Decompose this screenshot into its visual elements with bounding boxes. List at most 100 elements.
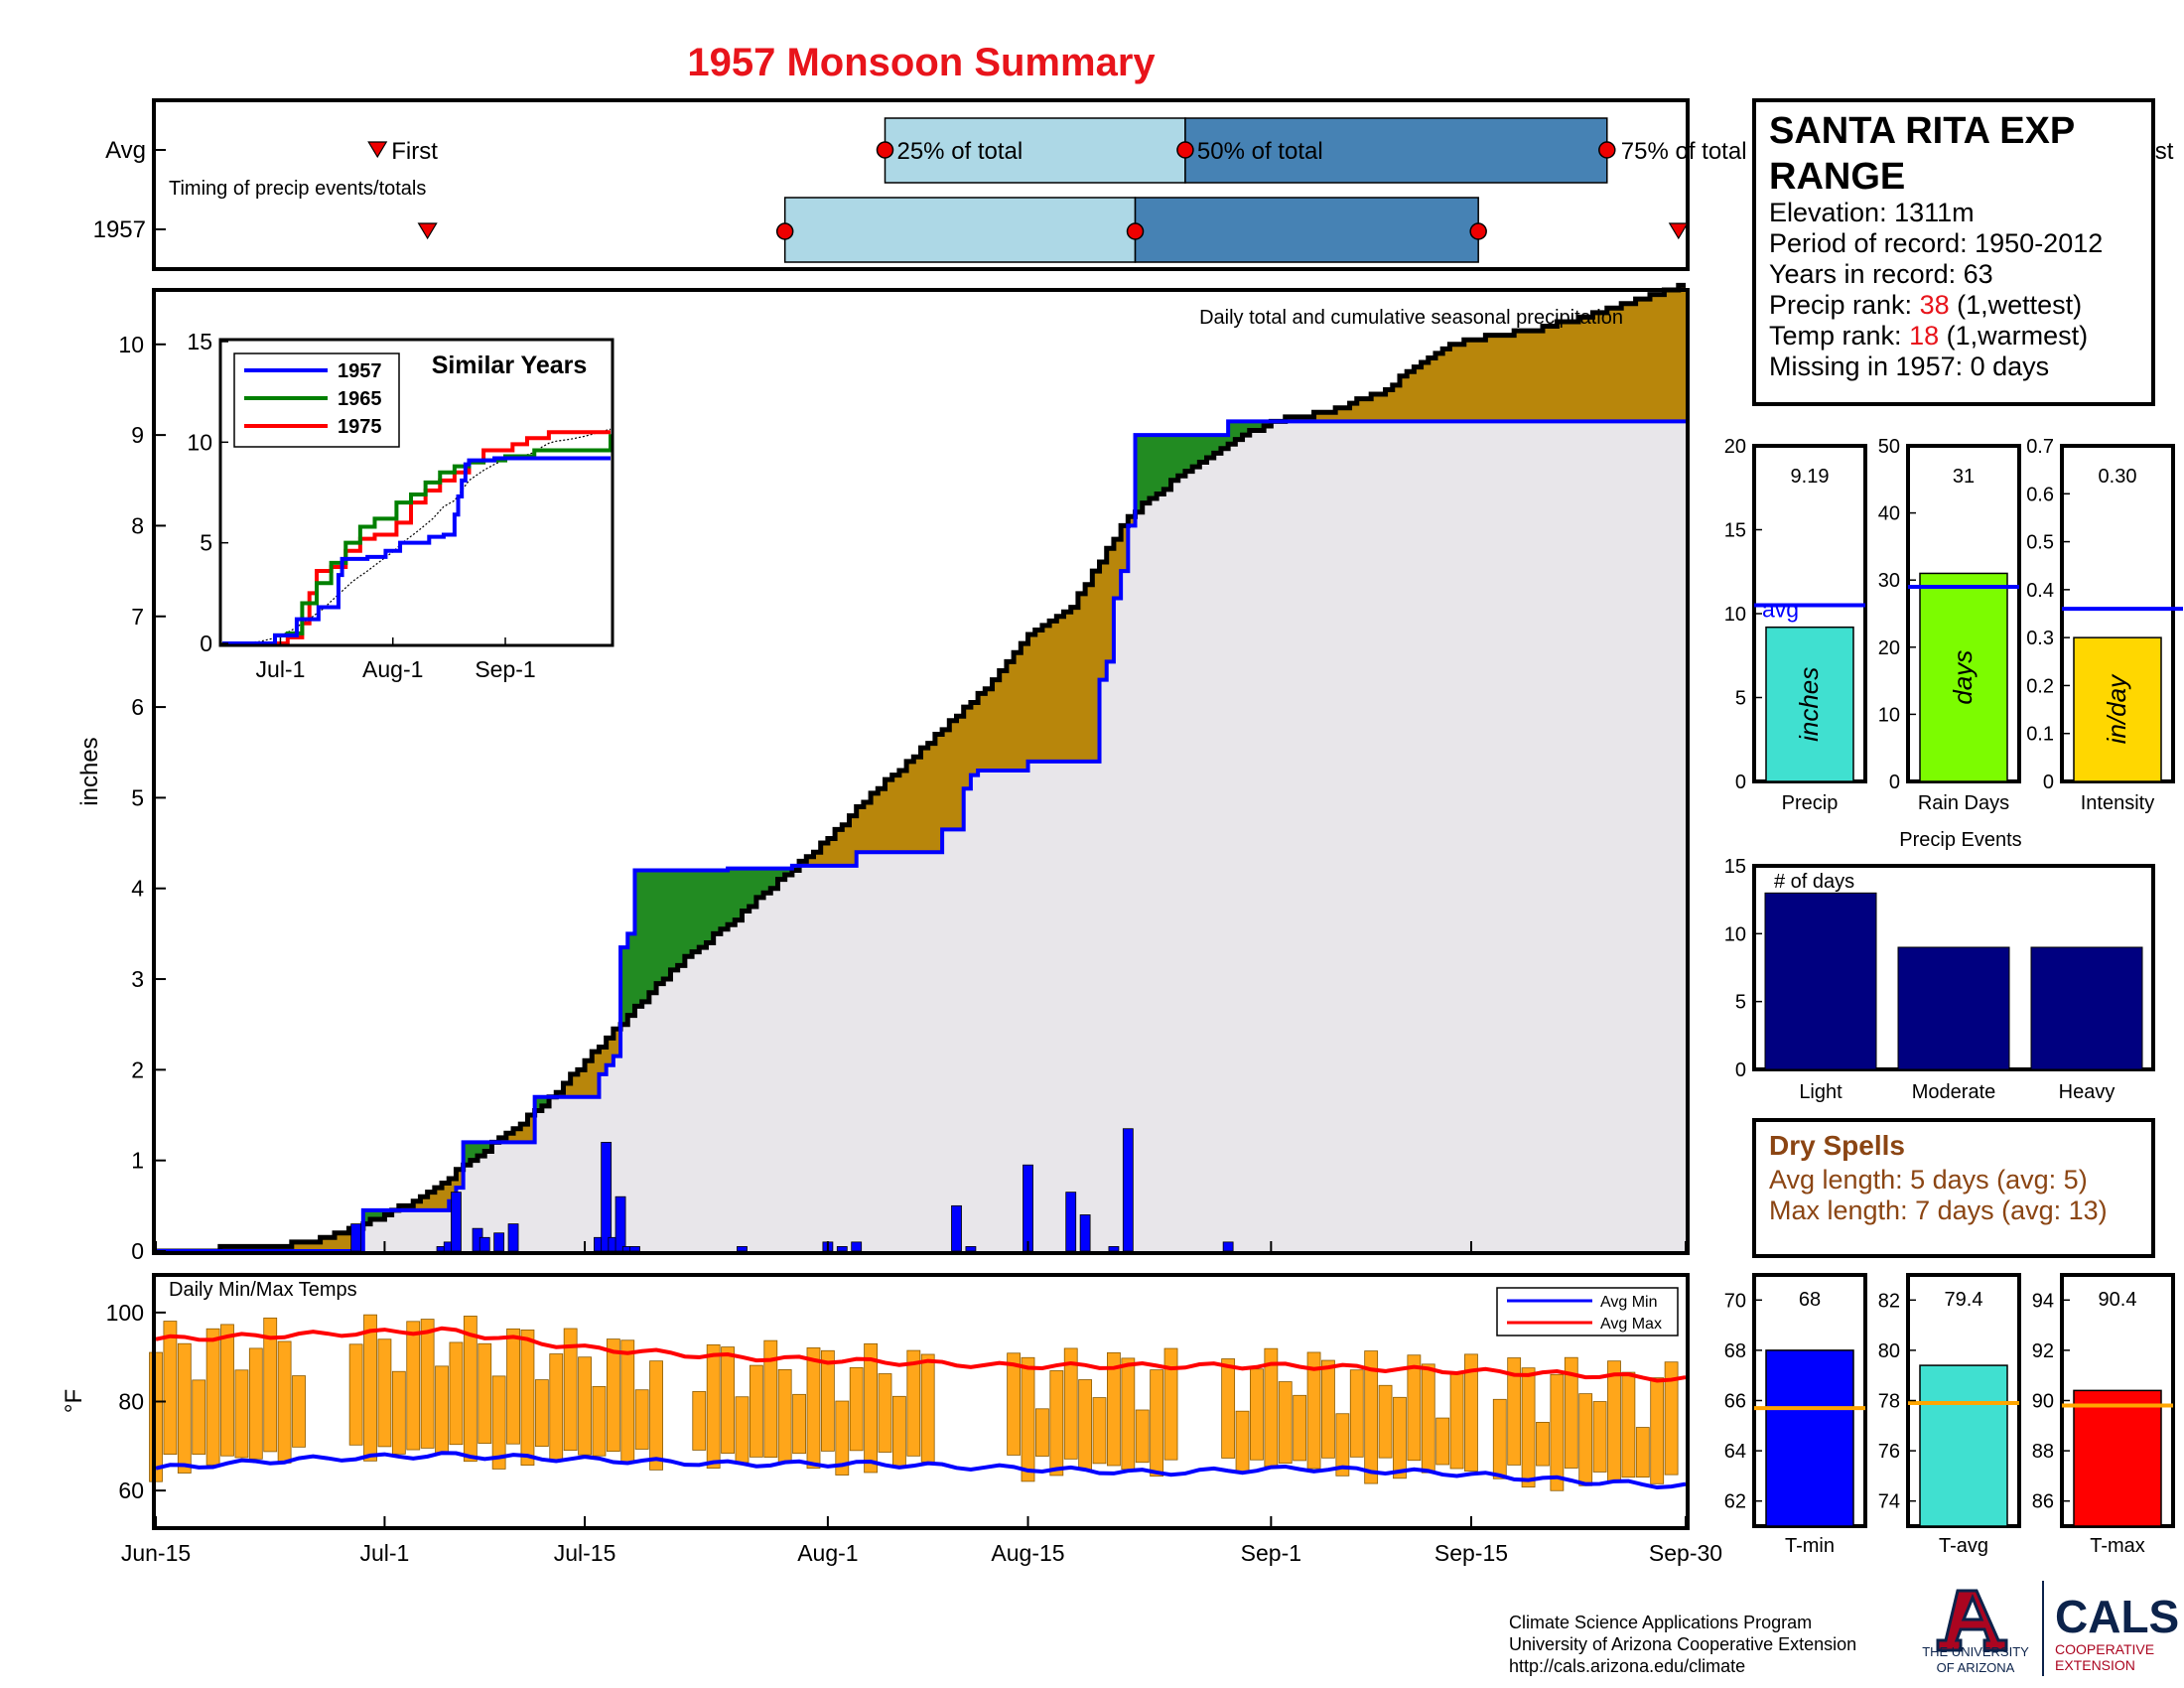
daily-temp-bar <box>248 1347 263 1460</box>
inset-legend: 1957 1965 1975 <box>233 352 400 448</box>
event-bar-Heavy <box>2030 946 2143 1070</box>
precip-y-label: inches <box>76 737 103 805</box>
daily-precip-bar <box>507 1223 519 1252</box>
station-elevation: Elevation: 1311m <box>1769 198 1975 227</box>
timing-q25-label: 25% of total <box>896 138 1023 165</box>
date-x-tick-label: Jul-15 <box>554 1540 616 1566</box>
daily-temp-bar <box>1393 1396 1407 1479</box>
small-tick-label: 15 <box>1724 520 1746 542</box>
daily-precip-bar <box>1108 1246 1120 1252</box>
daily-temp-bar <box>1621 1371 1636 1478</box>
daily-temp-bar <box>491 1375 506 1470</box>
event-label-Heavy: Heavy <box>2059 1081 2116 1103</box>
temp-tick-label: 82 <box>1878 1290 1900 1312</box>
value-Intensity: 0.30 <box>2099 466 2137 488</box>
inset-ticks: 0 5 10 15 Jul-1 Aug-1 Sep-1 <box>187 329 535 682</box>
event-label-Moderate: Moderate <box>1912 1081 1996 1103</box>
bar-Precip <box>1765 626 1854 782</box>
daily-temp-bar <box>406 1321 421 1451</box>
daily-temp-bar <box>1421 1363 1435 1474</box>
precip-panel: Daily total and cumulative seasonal prec… <box>76 282 1690 1264</box>
daily-temp-bar <box>1564 1356 1578 1469</box>
temp-tick-label: 76 <box>1878 1441 1900 1463</box>
daily-temp-bar <box>849 1366 864 1452</box>
temps-panel: Daily Min/Max Temps °F 60 80 100 Avg Min A… <box>61 1241 1722 1566</box>
footer-line2: University of Arizona Cooperative Extens… <box>1509 1634 1856 1654</box>
small-tick-label: 0.1 <box>2026 724 2054 746</box>
inset-legend-label-1975: 1975 <box>338 416 382 438</box>
station-name-line2: RANGE <box>1769 156 1905 198</box>
temp-tick-label: 90 <box>2032 1391 2054 1413</box>
bar-Rain Days <box>1919 572 2008 782</box>
inset-x-tick-label: Sep-1 <box>475 656 535 682</box>
timing-q50-label: 50% of total <box>1197 138 1323 165</box>
daily-temp-bar <box>606 1338 620 1452</box>
inset-title: Similar Years <box>432 352 588 379</box>
daily-temp-bar <box>735 1396 750 1464</box>
daily-temp-bar <box>435 1365 449 1455</box>
daily-temp-bar <box>620 1339 635 1464</box>
value-T-max: 90.4 <box>2099 1289 2137 1311</box>
daily-temp-bar <box>806 1347 821 1470</box>
inset-y-tick-label: 15 <box>187 329 212 354</box>
timing-dot-q25 <box>876 141 894 159</box>
daily-precip-bar <box>350 1223 362 1252</box>
timing-dot-q50 <box>1176 141 1194 159</box>
timing-dot-q75 <box>1469 222 1487 240</box>
precip-y-tick-label: 1 <box>131 1148 144 1174</box>
daily-temp-bar <box>363 1314 377 1462</box>
daily-temp-bar <box>1278 1381 1293 1464</box>
precip-y-tick-label: 5 <box>131 784 144 810</box>
avg-label: avg <box>1762 597 1799 623</box>
timing-subtitle: Timing of precip events/totals <box>169 178 426 200</box>
daily-temp-bar <box>1092 1397 1107 1465</box>
small-tick-label: 20 <box>1878 637 1900 659</box>
panel-label-T-min: T-min <box>1785 1535 1835 1557</box>
small-tick-label: 0.7 <box>2026 436 2054 458</box>
temps-legend: Avg Min Avg Max <box>1496 1287 1679 1336</box>
daily-temp-bar <box>1078 1379 1093 1471</box>
event-bar-Light <box>1764 892 1877 1070</box>
daily-precip-bar <box>1023 1164 1033 1252</box>
ua-logo-text2: OF ARIZONA <box>1937 1660 2015 1675</box>
date-x-tick-label: Sep-1 <box>1241 1540 1301 1566</box>
panel-label-T-max: T-max <box>2090 1535 2145 1557</box>
daily-temp-bar <box>348 1343 363 1446</box>
precip-frame <box>152 288 1690 1255</box>
small-tick-label: 40 <box>1878 503 1900 525</box>
temp-tick-label: 80 <box>1878 1340 1900 1362</box>
daily-temp-bar <box>1049 1370 1064 1477</box>
legend-avg-max-label: Avg Max <box>1600 1316 1662 1333</box>
precip-y-tick-label: 10 <box>118 332 144 357</box>
daily-precip-bar <box>1122 1128 1134 1252</box>
date-x-tick-label: Sep-15 <box>1434 1540 1508 1566</box>
inset-legend-label-1965: 1965 <box>338 388 382 410</box>
events-tick-label: 0 <box>1735 1059 1746 1081</box>
daily-temp-bar <box>721 1346 735 1454</box>
temps-title: Daily Min/Max Temps <box>169 1279 357 1301</box>
dry-spells-panel: Dry Spells Avg length: 5 days (avg: 5) M… <box>1752 1118 2155 1258</box>
inset-y-tick-label: 5 <box>200 530 212 556</box>
daily-temp-bar <box>578 1356 592 1456</box>
small-tick-label: 5 <box>1735 688 1746 710</box>
daily-temp-bar <box>377 1338 392 1448</box>
temp-tick-label: 64 <box>1724 1441 1746 1463</box>
precip-y-tick-label: 6 <box>131 694 144 720</box>
inset-average-line <box>221 428 612 644</box>
daily-temp-bar <box>1335 1413 1350 1477</box>
timing-box-q50-q75 <box>1134 197 1479 263</box>
small-tick-label: 50 <box>1878 436 1900 458</box>
daily-temp-bar <box>592 1385 607 1457</box>
precip-y-tick-label: 8 <box>131 512 144 538</box>
daily-precip-bar <box>836 1246 848 1252</box>
daily-temp-bar <box>192 1379 206 1455</box>
daily-precip-bar <box>737 1246 748 1252</box>
small-tick-label: 0 <box>2043 772 2054 793</box>
dry-spells-avg: Avg length: 5 days (avg: 5) <box>1769 1165 2088 1195</box>
daily-temp-bar <box>792 1393 806 1455</box>
precip-y-tick-label: 3 <box>131 966 144 992</box>
daily-temp-bar <box>277 1340 292 1464</box>
figure-title: 1957 Monsoon Summary <box>687 41 1156 84</box>
small-tick-label: 30 <box>1878 570 1900 592</box>
daily-temp-bar <box>520 1329 535 1467</box>
